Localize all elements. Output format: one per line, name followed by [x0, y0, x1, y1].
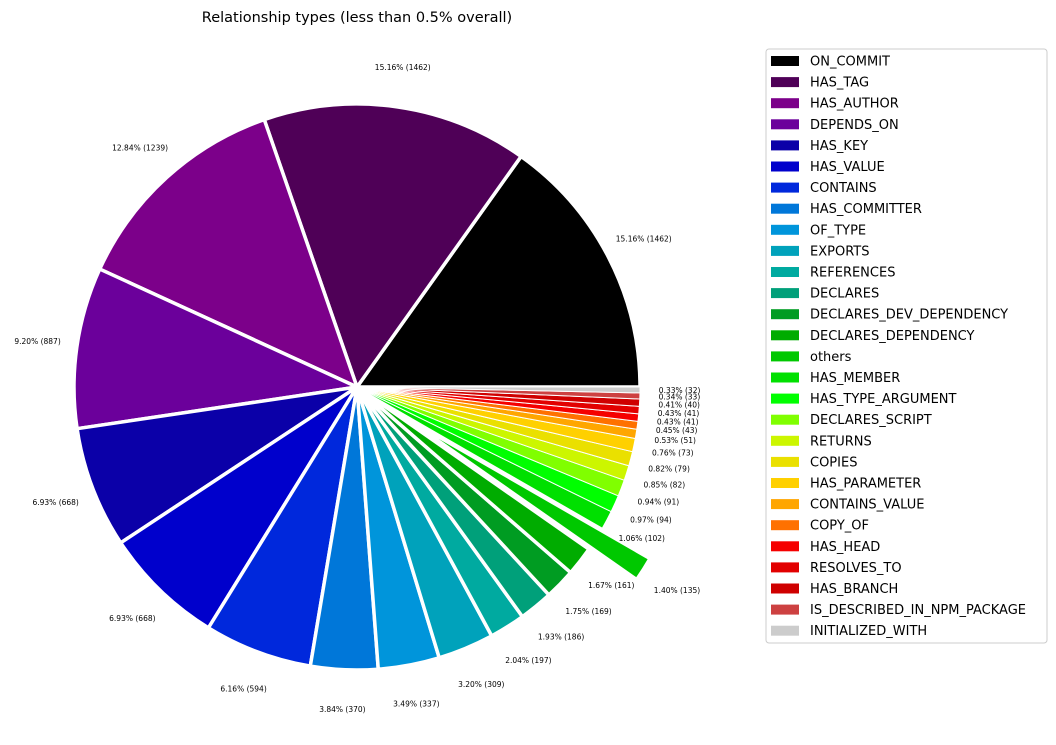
- slice-percent-label: 15.16% (1462): [616, 235, 672, 244]
- legend-label-has-head: HAS_HEAD: [810, 540, 880, 555]
- legend-label-has-member: HAS_MEMBER: [810, 371, 900, 386]
- slice-percent-label: 0.41% (40): [658, 400, 700, 409]
- slice-percent-label: 0.94% (91): [638, 498, 680, 507]
- slice-percent-label: 0.43% (41): [657, 417, 699, 426]
- slice-percent-label: 0.85% (82): [644, 481, 686, 490]
- legend-swatch-has-branch: [771, 583, 799, 594]
- legend-swatch-resolves-to: [771, 562, 799, 573]
- pie-slice-on-commit: [355, 154, 642, 389]
- slice-percent-label: 6.93% (668): [109, 614, 155, 623]
- slice-percent-label: 1.75% (169): [565, 607, 611, 616]
- legend-label-contains: CONTAINS: [810, 181, 877, 196]
- legend-frame: [765, 48, 1048, 644]
- legend-label-declares-dependency: DECLARES_DEPENDENCY: [810, 329, 975, 344]
- slice-percent-label: 0.34% (33): [659, 393, 701, 402]
- legend-label-others: others: [810, 350, 852, 365]
- slice-percent-label: 0.76% (73): [652, 449, 694, 458]
- legend-swatch-initialized-with: [771, 625, 799, 636]
- pie-slices: [72, 102, 652, 672]
- legend-label-depends-on: DEPENDS_ON: [810, 118, 899, 133]
- pie-slice-has-author: [98, 117, 359, 389]
- legend-swatch-is-described-in-npm-package: [771, 604, 799, 615]
- legend-swatch-has-type-argument: [771, 393, 799, 404]
- legend-label-has-branch: HAS_BRANCH: [810, 582, 898, 597]
- legend-swatch-on-commit: [771, 56, 799, 66]
- legend-label-declares-script: DECLARES_SCRIPT: [810, 413, 932, 428]
- slice-percent-label: 0.43% (41): [658, 409, 700, 418]
- legend-label-declares: DECLARES: [810, 287, 879, 302]
- chart-title: Relationship types (less than 0.5% overa…: [202, 10, 512, 26]
- pie-slice-others: [403, 415, 652, 582]
- legend-swatch-of-type: [771, 224, 799, 235]
- legend-label-references: REFERENCES: [810, 266, 895, 281]
- slice-percent-label: 0.97% (94): [630, 516, 672, 525]
- pie-slice-declares-dependency: [355, 385, 591, 575]
- legend-swatch-has-value: [771, 161, 799, 172]
- pie-slice-depends-on: [72, 267, 359, 431]
- legend-swatch-declares-dependency: [771, 330, 799, 341]
- slice-percent-label: 3.84% (370): [319, 705, 365, 714]
- legend-label-has-tag: HAS_TAG: [810, 76, 869, 91]
- legend-swatch-returns: [771, 435, 799, 446]
- legend-swatch-has-key: [771, 140, 799, 151]
- legend-label-has-author: HAS_AUTHOR: [810, 97, 899, 112]
- slice-percent-label: 0.45% (43): [656, 426, 698, 435]
- legend-label-declares-dev-dependency: DECLARES_DEV_DEPENDENCY: [810, 308, 1008, 323]
- legend: ON_COMMIT HAS_TAG HAS_AUTHOR DEPENDS_ON HAS_…: [765, 48, 1048, 644]
- legend-swatch-declares: [771, 288, 799, 299]
- legend-label-copy-of: COPY_OF: [810, 519, 869, 534]
- pie-slice-initialized-with: [356, 386, 641, 394]
- legend-swatch-has-member: [771, 372, 799, 383]
- legend-swatch-has-parameter: [771, 478, 799, 488]
- legend-swatch-depends-on: [771, 119, 799, 130]
- legend-swatch-has-author: [771, 98, 799, 109]
- legend-swatch-contains-value: [771, 499, 799, 510]
- legend-label-returns: RETURNS: [810, 434, 872, 449]
- slice-percent-label: 1.93% (186): [538, 632, 584, 641]
- slice-percent-label: 12.84% (1239): [112, 144, 168, 153]
- legend-label-resolves-to: RESOLVES_TO: [810, 561, 902, 576]
- slice-percent-label: 1.67% (161): [588, 581, 634, 590]
- slice-percent-label: 15.16% (1462): [375, 63, 431, 72]
- slice-percent-label: 0.33% (32): [659, 386, 701, 395]
- legend-swatch-contains: [771, 182, 799, 193]
- slice-percent-label: 3.49% (337): [393, 700, 439, 709]
- legend-swatch-declares-script: [771, 414, 799, 425]
- legend-label-has-key: HAS_KEY: [810, 139, 868, 154]
- pie-slice-has-key: [75, 385, 359, 545]
- legend-label-exports: EXPORTS: [810, 244, 869, 259]
- slice-percent-label: 6.16% (594): [220, 685, 266, 694]
- slice-percent-label: 3.20% (309): [458, 680, 504, 689]
- legend-swatch-exports: [771, 245, 799, 256]
- legend-label-contains-value: CONTAINS_VALUE: [810, 498, 924, 513]
- legend-swatch-references: [771, 267, 799, 277]
- legend-label-initialized-with: INITIALIZED_WITH: [810, 624, 927, 639]
- legend-label-has-value: HAS_VALUE: [810, 160, 885, 175]
- legend-label-on-commit: ON_COMMIT: [810, 55, 890, 70]
- legend-swatch-has-committer: [771, 203, 799, 214]
- slice-percent-label: 1.40% (135): [654, 586, 700, 595]
- pie-slice-has-tag: [262, 102, 523, 389]
- legend-swatch-copies: [771, 456, 799, 467]
- legend-swatch-others: [771, 351, 799, 362]
- legend-label-copies: COPIES: [810, 455, 857, 470]
- legend-label-is-described-in-npm-package: IS_DESCRIBED_IN_NPM_PACKAGE: [810, 603, 1026, 618]
- pie-percent-labels: 15.16% (1462) 15.16% (1462) 12.84% (1239) 9…: [14, 63, 700, 714]
- legend-label-has-type-argument: HAS_TYPE_ARGUMENT: [810, 392, 957, 407]
- slice-percent-label: 6.93% (668): [32, 498, 78, 507]
- legend-swatch-copy-of: [771, 520, 799, 531]
- slice-percent-label: 0.53% (51): [654, 436, 696, 445]
- legend-swatch-has-head: [771, 541, 799, 552]
- legend-label-has-parameter: HAS_PARAMETER: [810, 477, 921, 492]
- legend-swatch-declares-dev-dependency: [771, 309, 799, 320]
- slice-percent-label: 0.82% (79): [648, 464, 690, 473]
- slice-percent-label: 9.20% (887): [14, 337, 60, 346]
- slice-percent-label: 1.06% (102): [619, 534, 665, 543]
- legend-swatch-has-tag: [771, 77, 799, 88]
- legend-label-has-committer: HAS_COMMITTER: [810, 202, 922, 217]
- pie-slice-has-value: [118, 385, 359, 630]
- legend-label-of-type: OF_TYPE: [810, 223, 866, 238]
- slice-percent-label: 2.04% (197): [505, 656, 551, 665]
